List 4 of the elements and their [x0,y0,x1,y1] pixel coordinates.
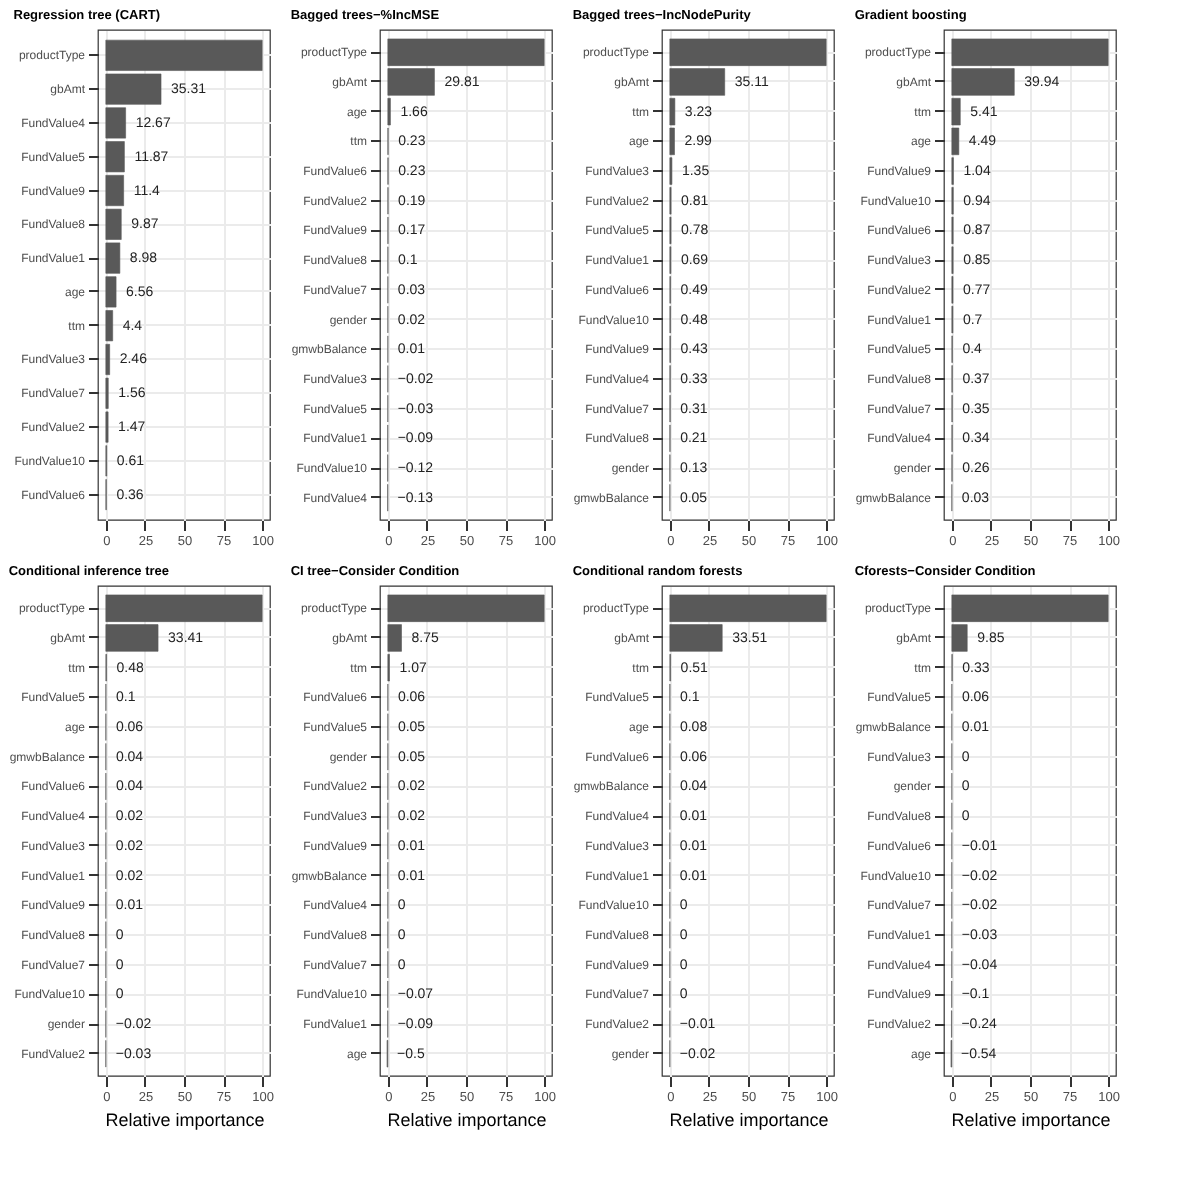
x-axis-title: Relative importance [669,1110,829,1130]
x-axis-title: Relative importance [387,1110,547,1130]
x-axis-title: Relative importance [105,1110,265,1130]
x-axis-title: Relative importance [951,1110,1111,1130]
